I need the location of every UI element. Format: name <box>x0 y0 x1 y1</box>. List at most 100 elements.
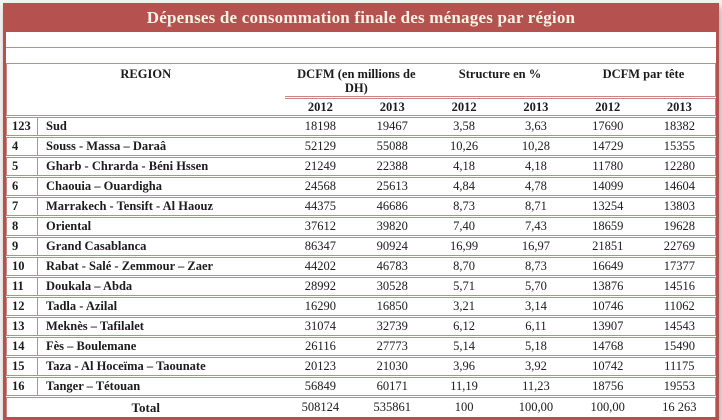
cell-value: 17690 <box>571 116 644 138</box>
cell-value: 14604 <box>643 176 716 198</box>
cell-value: 11780 <box>571 156 644 178</box>
cell-value: 3,96 <box>428 356 500 378</box>
year-header: 2013 <box>643 97 716 118</box>
cell-value: 4,18 <box>500 156 572 178</box>
cell-value: 13254 <box>571 196 644 218</box>
cell-value: 31074 <box>284 316 357 338</box>
year-header: 2013 <box>500 97 572 118</box>
row-number: 10 <box>6 256 38 278</box>
cell-value: 16850 <box>356 296 429 318</box>
cell-value: 14729 <box>571 136 644 158</box>
group-header-structure: Structure en % <box>428 63 572 99</box>
cell-value: 60171 <box>356 376 429 398</box>
region-column-header: REGION <box>6 63 285 118</box>
cell-value: 39820 <box>356 216 429 238</box>
region-name: Oriental <box>37 216 285 238</box>
cell-value: 46686 <box>356 196 429 218</box>
cell-value: 56849 <box>284 376 357 398</box>
cell-value: 6,11 <box>500 316 572 338</box>
cell-value: 18198 <box>284 116 357 138</box>
cell-value: 5,18 <box>500 336 572 358</box>
cell-value: 15355 <box>643 136 716 158</box>
cell-value: 13803 <box>643 196 716 218</box>
region-name: Fès – Boulemane <box>37 336 285 358</box>
row-number: 123 <box>6 116 38 138</box>
cell-value: 14543 <box>643 316 716 338</box>
cell-value: 21851 <box>571 236 644 258</box>
year-header: 2012 <box>428 97 500 118</box>
cell-value: 22769 <box>643 236 716 258</box>
row-number: 12 <box>6 296 38 318</box>
cell-value: 27773 <box>356 336 429 358</box>
total-value: 100 <box>454 400 474 414</box>
region-name: Gharb - Chrarda - Béni Hssen <box>37 156 285 178</box>
region-name: Meknès – Tafilalet <box>37 316 285 338</box>
table-row: 16 Tanger – Tétouan 56849 60171 11,19 11,23 18… <box>6 376 716 398</box>
cell-value: 28992 <box>284 276 357 298</box>
year-header: 2013 <box>356 97 429 118</box>
region-name: Tanger – Tétouan <box>37 376 285 398</box>
cell-value: 90924 <box>356 236 429 258</box>
table-row: 4 Souss - Massa – Daraâ 52129 55088 10,26 10,… <box>6 136 716 158</box>
cell-value: 3,92 <box>500 356 572 378</box>
table-row: 12 Tadla - Azilal 16290 16850 3,21 3,14 10746 1… <box>6 296 716 318</box>
cell-value: 3,14 <box>500 296 572 318</box>
table-row: 6 Chaouia – Ouardigha 24568 25613 4,84 4,78 14… <box>6 176 716 198</box>
cell-value: 12280 <box>643 156 716 178</box>
cell-value: 14099 <box>571 176 644 198</box>
cell-value: 10742 <box>571 356 644 378</box>
row-number: 13 <box>6 316 38 338</box>
cell-value: 25613 <box>356 176 429 198</box>
cell-value: 19553 <box>643 376 716 398</box>
cell-value: 22388 <box>356 156 429 178</box>
region-name: Rabat - Salé - Zemmour – Zaer <box>37 256 285 278</box>
region-name: Tadla - Azilal <box>37 296 285 318</box>
cell-value: 13876 <box>571 276 644 298</box>
year-header: 2012 <box>571 97 644 118</box>
cell-value: 5,14 <box>428 336 500 358</box>
cell-value: 16,97 <box>500 236 572 258</box>
year-header-row: 2012 2013 2012 2013 2012 2013 <box>7 97 716 118</box>
cell-value: 16649 <box>571 256 644 278</box>
region-name: Grand Casablanca <box>37 236 285 258</box>
region-name: Doukala – Abda <box>37 276 285 298</box>
total-value: 535861 <box>373 400 412 414</box>
cell-value: 18756 <box>571 376 644 398</box>
cell-value: 86347 <box>284 236 357 258</box>
row-number: 4 <box>6 136 38 158</box>
cell-value: 5,70 <box>500 276 572 298</box>
cell-value: 24568 <box>284 176 357 198</box>
cell-value: 20123 <box>284 356 357 378</box>
cell-value: 11,23 <box>500 376 572 398</box>
cell-value: 16290 <box>284 296 357 318</box>
row-number: 8 <box>6 216 38 238</box>
cell-value: 10,26 <box>428 136 500 158</box>
table-row: 13 Meknès – Tafilalet 31074 32739 6,12 6,11 13… <box>6 316 716 338</box>
cell-value: 52129 <box>284 136 357 158</box>
cell-value: 8,73 <box>500 256 572 278</box>
row-number: 9 <box>6 236 38 258</box>
row-number: 7 <box>6 196 38 218</box>
cell-value: 44202 <box>284 256 357 278</box>
cell-value: 15490 <box>643 336 716 358</box>
cell-value: 14768 <box>571 336 644 358</box>
total-row: Total 508124 535861 100 100,00 100,00 16… <box>7 397 716 418</box>
row-number: 11 <box>6 276 38 298</box>
cell-value: 3,58 <box>428 116 500 138</box>
cell-value: 44375 <box>284 196 357 218</box>
cell-value: 6,12 <box>428 316 500 338</box>
cell-value: 3,21 <box>428 296 500 318</box>
region-name: Marrakech - Tensift - Al Haouz <box>37 196 285 218</box>
table-row: 15 Taza - Al Hoceïma – Taounate 20123 21030… <box>6 356 716 378</box>
regions-table: REGION DCFM (en millions de DH) Structur… <box>6 63 716 417</box>
row-number: 6 <box>6 176 38 198</box>
total-value: 100,00 <box>518 400 554 414</box>
cell-value: 11062 <box>643 296 716 318</box>
cell-value: 14516 <box>643 276 716 298</box>
region-name: Chaouia – Ouardigha <box>37 176 285 198</box>
cell-value: 37612 <box>284 216 357 238</box>
cell-value: 26116 <box>284 336 357 358</box>
table-row: 10 Rabat - Salé - Zemmour – Zaer 44202 4678… <box>6 256 716 278</box>
cell-value: 19467 <box>356 116 429 138</box>
cell-value: 7,40 <box>428 216 500 238</box>
